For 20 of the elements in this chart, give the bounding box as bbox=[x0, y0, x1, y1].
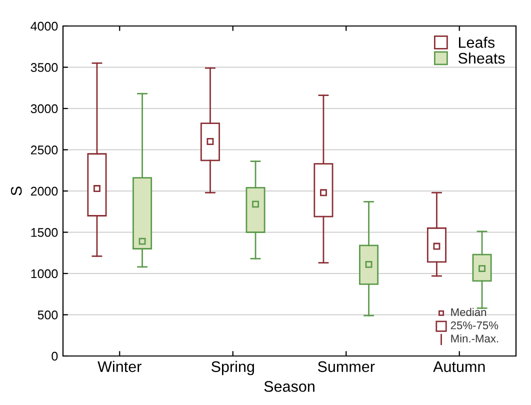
y-tick-label: 3500 bbox=[30, 63, 58, 72]
x-tick-label: Spring bbox=[211, 360, 254, 376]
y-tick-label: 0 bbox=[52, 352, 58, 361]
y-tick-label: 3000 bbox=[30, 104, 58, 114]
annotation: Min.-Max. bbox=[451, 334, 498, 342]
legend-label: Leafs bbox=[458, 36, 495, 48]
x-tick-label: Autumn bbox=[433, 361, 485, 372]
y-tick-label: 2500 bbox=[30, 146, 58, 154]
annotation: 25%-75% bbox=[450, 321, 498, 330]
y-tick-label: 1500 bbox=[31, 228, 58, 237]
annotation: Median bbox=[451, 308, 486, 316]
y-tick-label: 2000 bbox=[30, 186, 58, 196]
x-tick-label: Summer bbox=[318, 361, 375, 372]
x-tick-label: Winter bbox=[98, 360, 142, 372]
y-tick-label: 500 bbox=[38, 310, 58, 320]
y-tick-label: 4000 bbox=[30, 22, 58, 31]
x-axis-title: Season bbox=[264, 381, 314, 392]
y-tick-label: 1000 bbox=[31, 269, 58, 278]
y-axis-title: S bbox=[10, 186, 22, 196]
legend-label: Sheats bbox=[458, 52, 505, 64]
